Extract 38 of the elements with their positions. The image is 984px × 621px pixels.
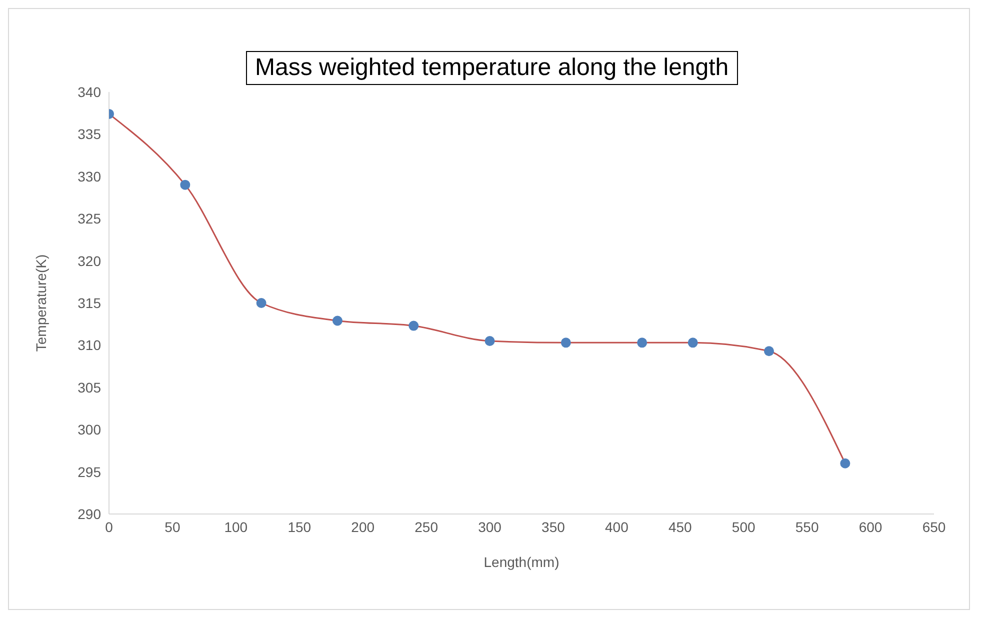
x-tick-label: 0 (105, 518, 114, 535)
point (560, 338, 571, 348)
x-tick-label: 300 (478, 518, 502, 535)
x-tick-label: 550 (795, 518, 819, 535)
x-tick-label: 350 (542, 518, 566, 535)
x-tick-label: 250 (414, 518, 438, 535)
point (256, 298, 266, 308)
x-tick-label: 600 (858, 518, 882, 535)
point (637, 338, 648, 348)
point (764, 346, 774, 356)
x-axis-title: Length(mm) (484, 554, 560, 570)
x-tick-label: 450 (668, 518, 692, 535)
x-tick-label: 200 (351, 518, 375, 535)
point (408, 320, 419, 331)
y-tick-label: 310 (78, 337, 102, 354)
y-tick-label: 290 (78, 506, 102, 522)
point (332, 316, 342, 326)
x-tick-label: 100 (224, 518, 248, 535)
y-tick-label: 295 (78, 464, 102, 480)
point (840, 458, 850, 468)
y-axis-title: Temperature(K) (32, 254, 49, 352)
x-tick-label: 50 (164, 518, 180, 535)
y-tick-label: 315 (78, 294, 102, 311)
point (180, 180, 190, 190)
point (688, 338, 698, 348)
y-tick-label: 330 (78, 168, 102, 184)
y-tick-label: 325 (78, 210, 102, 227)
chart-title: Mass weighted temperature along the length (246, 51, 738, 85)
y-tick-label: 305 (78, 379, 102, 396)
y-tick-label: 335 (78, 126, 102, 142)
y-tick-label: 340 (78, 84, 102, 100)
x-tick-label: 650 (922, 518, 946, 535)
y-tick-label: 300 (78, 422, 102, 438)
x-tick-label: 150 (288, 518, 312, 535)
point (484, 336, 495, 346)
x-tick-label: 500 (732, 518, 756, 535)
y-tick-label: 320 (78, 252, 102, 269)
x-tick-label: 400 (605, 518, 629, 535)
